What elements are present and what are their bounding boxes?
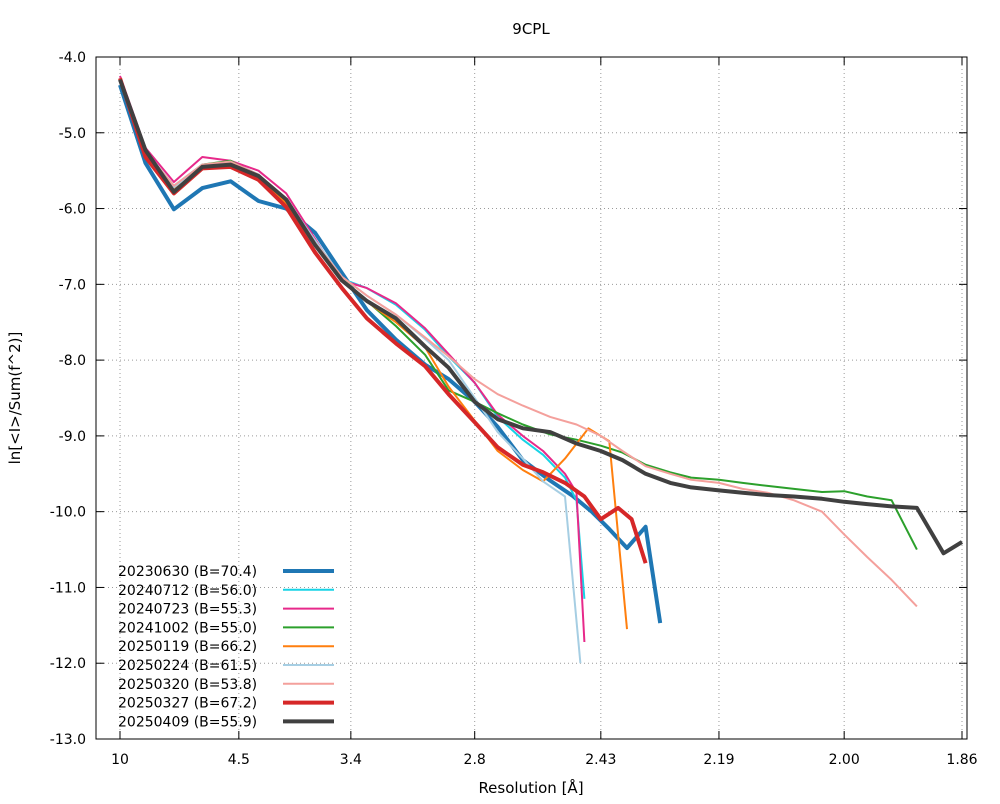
y-tick-label: -8.0 [59, 353, 86, 369]
y-tick-label: -5.0 [59, 126, 86, 142]
series-lines [118, 75, 964, 664]
y-tick-label: -6.0 [59, 202, 86, 218]
x-tick-label: 10 [111, 752, 129, 768]
x-tick-label: 3.4 [340, 752, 362, 768]
x-tick-label: 2.00 [829, 752, 860, 768]
x-tick-label: 2.19 [703, 752, 734, 768]
x-tick-label: 1.86 [946, 752, 977, 768]
legend: 20230630 (B=70.4) 20240712 (B=56.0) 202407… [118, 564, 334, 730]
series-line-2 [119, 75, 586, 643]
legend-label: 20240723 (B=55.3) [118, 602, 257, 618]
legend-label: 20230630 (B=70.4) [118, 564, 257, 580]
y-tick-label: -9.0 [59, 429, 86, 445]
legend-label: 20250320 (B=53.8) [118, 677, 257, 693]
axes: 10 4.5 3.4 2.8 2.43 2.19 2.00 1.86 -4.0 -5.0 -6.0 -… [50, 50, 978, 768]
y-tick-label: -4.0 [59, 50, 86, 66]
legend-label: 20240712 (B=56.0) [118, 583, 257, 599]
legend-label: 20250409 (B=55.9) [118, 714, 257, 730]
series-line-8 [118, 79, 964, 556]
legend-label: 20241002 (B=55.0) [118, 620, 257, 636]
y-tick-label: -13.0 [50, 732, 86, 748]
y-axis-label: ln[<I>/Sum(f^2)] [6, 332, 24, 465]
series-line-7 [118, 77, 648, 564]
x-tick-label: 4.5 [228, 752, 250, 768]
y-tick-label: -10.0 [50, 505, 86, 521]
legend-label: 20250224 (B=61.5) [118, 658, 257, 674]
chart-title: 9CPL [512, 20, 550, 38]
y-tick-label: -12.0 [50, 656, 86, 672]
plot-frame [95, 56, 968, 740]
legend-label: 20250327 (B=67.2) [118, 696, 257, 712]
y-tick-label: -11.0 [50, 580, 86, 596]
y-tick-label: -7.0 [59, 277, 86, 293]
x-tick-label: 2.43 [585, 752, 616, 768]
x-tick-label: 2.8 [464, 752, 486, 768]
legend-label: 20250119 (B=66.2) [118, 639, 257, 655]
x-axis-label: Resolution [Å] [478, 778, 583, 797]
